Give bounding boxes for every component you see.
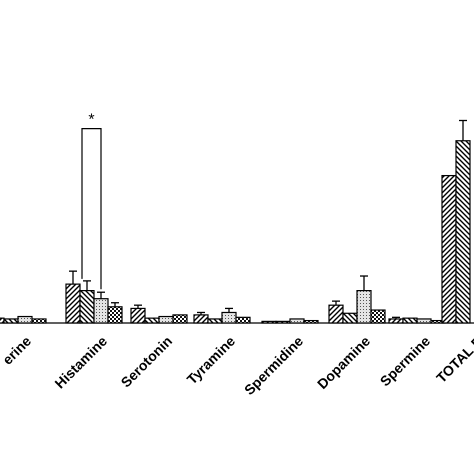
bar-spermidine-diagonal-right — [261, 320, 277, 324]
error-bars-layer — [69, 119, 467, 319]
tick-label-spermine: Spermine — [377, 333, 434, 390]
bar-putrescine-cadaverine-diagonal-left — [3, 318, 19, 324]
bar-spermidine-checkered — [303, 319, 319, 324]
bar-serotonin-checkered — [172, 314, 188, 324]
bar-dopamine-diagonal-left — [342, 312, 358, 324]
bar-tyramine-checkered — [235, 316, 251, 324]
tick-label-serotonin: Serotonin — [118, 333, 176, 391]
bar-spermidine-diagonal-left — [275, 320, 291, 324]
bar-dopamine-dotted — [356, 290, 372, 324]
tick-labels-layer: erine Histamine Serotonin Tyramine Spermidin… — [0, 333, 474, 398]
bar-histamine-dotted — [93, 298, 109, 324]
tick-label-dopamine: Dopamine — [314, 333, 373, 392]
bar-dopamine-checkered — [370, 309, 386, 324]
bar-total-ba-diagonal-right — [441, 174, 457, 324]
bar-tyramine-diagonal-left — [207, 318, 223, 324]
bar-serotonin-diagonal-left — [144, 317, 160, 324]
bar-spermine-dotted — [416, 318, 432, 324]
tick-label-histamine: Histamine — [51, 333, 110, 392]
significance-bracket — [81, 128, 102, 290]
bar-histamine-diagonal-right — [65, 283, 81, 324]
bar-serotonin-diagonal-right — [130, 307, 146, 324]
bar-putrescine-cadaverine-dotted — [17, 315, 33, 324]
tick-label-tyramine: Tyramine — [184, 333, 239, 388]
bar-histamine-checkered — [107, 306, 123, 324]
bar-tyramine-dotted — [221, 311, 237, 324]
tick-label-erine: erine — [0, 333, 34, 368]
tick-label-spermidine: Spermidine — [241, 333, 306, 398]
bar-total-ba-diagonal-left — [455, 140, 471, 324]
bar-serotonin-dotted — [158, 315, 174, 324]
tick-label-total-b: TOTAL B — [433, 333, 474, 386]
bar-spermine-diagonal-left — [402, 317, 418, 324]
bar-spermidine-dotted — [289, 318, 305, 324]
significance-star: * — [88, 112, 94, 129]
bar-putrescine-cadaverine-checkered — [31, 318, 47, 324]
bar-histamine-diagonal-left — [79, 290, 95, 324]
bar-dopamine-diagonal-right — [328, 304, 344, 324]
bars-layer — [0, 140, 471, 324]
bar-tyramine-diagonal-right — [193, 314, 209, 324]
annotations-layer: * — [81, 112, 102, 290]
bar-spermine-diagonal-right — [388, 318, 404, 324]
